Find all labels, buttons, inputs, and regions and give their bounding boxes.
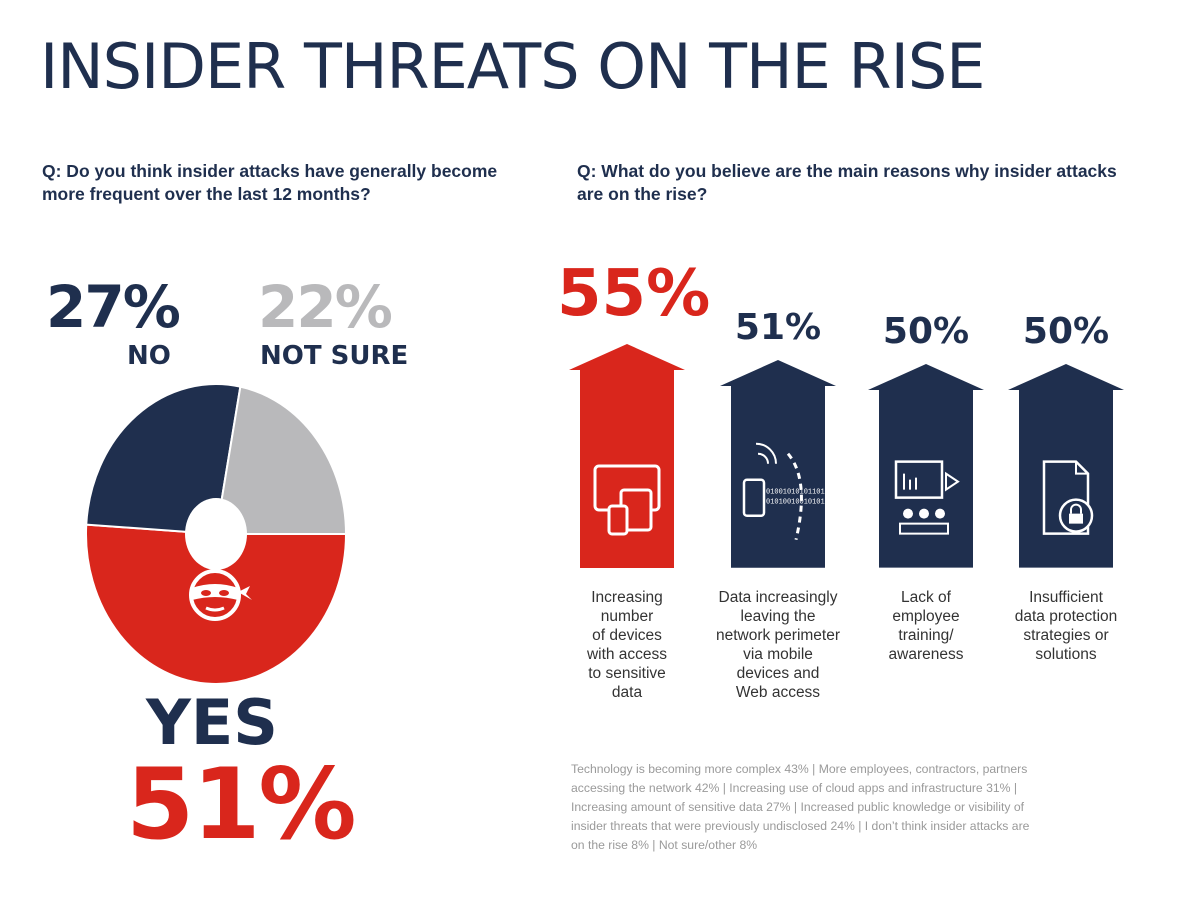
training-presentation-icon xyxy=(894,460,960,535)
not-sure-percentage: 22% xyxy=(258,273,393,341)
bar-arrow-mobile: 01001010101101010101 0101001001010101010… xyxy=(720,360,836,568)
pie-slice-yes xyxy=(85,523,348,685)
bar-label-protection: Insufficient data protection strategies or… xyxy=(1014,589,1118,663)
bar-arrow-shape xyxy=(868,364,984,568)
no-percentage: 27% xyxy=(46,273,181,341)
bar-arrow-protection xyxy=(1008,364,1124,568)
bar-value-mobile: 51% xyxy=(734,307,822,349)
bar-value-training: 50% xyxy=(882,311,970,353)
bar-label-mobile: Data increasingly leaving the network peri… xyxy=(715,589,841,701)
burglar-mask-icon xyxy=(189,569,252,621)
other-reasons-footnote: Technology is becoming more complex 43% … xyxy=(571,762,1030,852)
bar-label-devices: Increasing number of devices with access to … xyxy=(586,589,668,701)
bar-arrow-training xyxy=(868,364,984,568)
pie-slice-no xyxy=(85,383,242,536)
yes-label: YES xyxy=(146,686,278,759)
bar-arrow-shape xyxy=(569,344,685,568)
not-sure-label: NOT SURE xyxy=(260,341,409,371)
bar-arrow-devices xyxy=(569,344,685,568)
no-label: NO xyxy=(127,341,171,371)
donut-hole xyxy=(185,498,247,570)
bar-arrow-shape xyxy=(720,360,836,568)
pie-slice-not-sure xyxy=(214,385,348,535)
svg-text:01001010101101010101: 01001010101101010101 xyxy=(766,489,836,497)
pie-slices xyxy=(85,383,348,685)
bar-value-protection: 50% xyxy=(1022,311,1110,353)
bar-label-training: Lack of employee training/awareness xyxy=(888,589,964,663)
devices-icon xyxy=(593,464,661,536)
donut-chart xyxy=(85,383,348,685)
mobile-data-icon: 01001010101101010101 0101001001010101010… xyxy=(742,442,836,541)
bar-value-devices: 55% xyxy=(557,257,711,331)
question-reasons: Q: What do you believe are the main reas… xyxy=(577,161,1117,204)
bar-arrow-shape xyxy=(1008,364,1124,568)
question-frequency: Q: Do you think insider attacks have gen… xyxy=(42,161,498,204)
yes-percentage: 51% xyxy=(126,748,357,862)
locked-document-icon xyxy=(1042,460,1094,536)
svg-text:01010010010101010101: 01010010010101010101 xyxy=(766,499,836,507)
page-title: INSIDER THREATS ON THE RISE xyxy=(40,30,985,103)
